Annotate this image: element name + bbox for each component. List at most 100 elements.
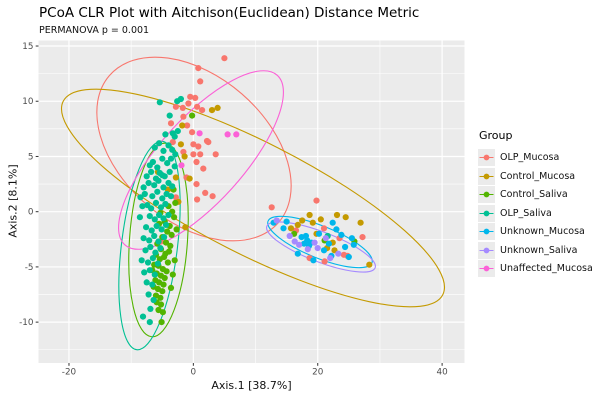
data-point-Unknown_Mucosa <box>338 231 345 238</box>
data-point-OLP_Saliva <box>169 183 176 190</box>
confidence-ellipse-Control_Mucosa <box>60 88 446 308</box>
legend-item-label: Control_Mucosa <box>500 170 576 182</box>
data-point-OLP_Saliva <box>146 213 153 220</box>
data-point-Control_Saliva <box>157 294 164 301</box>
data-point-OLP_Saliva <box>165 142 172 149</box>
legend-item-label: Unknown_Saliva <box>500 244 578 256</box>
legend-key-icon <box>478 167 495 185</box>
data-point-OLP_Saliva <box>147 305 154 312</box>
data-point-Control_Saliva <box>157 301 165 308</box>
confidence-ellipse-Control_Saliva <box>128 142 189 338</box>
data-point-OLP_Mucosa <box>190 151 197 158</box>
data-point-Unknown_Saliva <box>314 245 321 252</box>
data-point-OLP_Saliva <box>151 232 158 240</box>
legend-item-label: OLP_Saliva <box>500 207 552 219</box>
data-point-OLP_Saliva <box>142 247 149 254</box>
data-point-Unaffected_Mucosa <box>196 130 203 137</box>
data-point-Control_Mucosa <box>186 175 193 182</box>
data-point-OLP_Mucosa <box>185 100 192 107</box>
data-point-OLP_Saliva <box>154 164 161 171</box>
legend-key-icon <box>478 223 495 240</box>
data-point-OLP_Mucosa <box>184 122 191 129</box>
data-point-OLP_Saliva <box>160 184 167 191</box>
data-point-Unknown_Saliva <box>327 255 334 262</box>
data-point-OLP_Saliva <box>172 151 179 158</box>
data-point-OLP_Saliva <box>149 255 156 262</box>
data-point-OLP_Mucosa <box>202 189 209 196</box>
data-point-OLP_Saliva <box>166 112 173 119</box>
data-point-Control_Saliva <box>160 281 167 288</box>
data-point-OLP_Saliva <box>141 190 148 198</box>
data-point-OLP_Mucosa <box>190 141 197 148</box>
legend-key-icon <box>478 260 495 277</box>
data-point-OLP_Mucosa <box>167 120 175 127</box>
data-point-OLP_Saliva <box>147 243 154 251</box>
legend-key-icon <box>478 204 495 222</box>
plot-title: PCoA CLR Plot with Aitchison(Euclidean) … <box>39 5 420 21</box>
data-point-OLP_Saliva <box>174 128 181 135</box>
data-point-OLP_Saliva <box>140 184 147 191</box>
legend-item-Unknown_Mucosa: Unknown_Mucosa <box>478 223 593 240</box>
data-point-OLP_Saliva <box>148 168 155 175</box>
x-tick-label: 20 <box>312 368 324 378</box>
data-point-Control_Mucosa <box>366 261 373 268</box>
data-point-OLP_Saliva <box>148 227 155 234</box>
data-point-Unknown_Mucosa <box>310 257 317 264</box>
data-point-Control_Saliva <box>162 239 170 246</box>
data-point-OLP_Saliva <box>143 224 150 231</box>
legend-key-icon <box>478 241 495 259</box>
data-point-OLP_Mucosa <box>193 158 200 166</box>
legend: Group OLP_Mucosa Control_Mucosa Control_Sa… <box>478 129 593 279</box>
data-point-OLP_Saliva <box>151 182 158 189</box>
data-point-OLP_Saliva <box>161 234 168 241</box>
data-point-OLP_Saliva <box>137 194 144 201</box>
data-point-OLP_Mucosa <box>194 196 201 203</box>
data-point-OLP_Saliva <box>151 216 158 223</box>
data-point-OLP_Saliva <box>148 205 155 212</box>
data-point-OLP_Saliva <box>174 98 181 105</box>
data-point-OLP_Saliva <box>146 267 153 274</box>
data-point-Control_Mucosa <box>317 216 324 223</box>
y-tick-label: 5 <box>28 152 34 162</box>
data-point-OLP_Mucosa <box>212 151 219 158</box>
data-point-Control_Mucosa <box>306 211 313 219</box>
data-point-OLP_Saliva <box>139 313 147 320</box>
data-point-OLP_Saliva <box>149 281 156 288</box>
y-tick-label: -10 <box>19 318 34 328</box>
data-point-OLP_Saliva <box>146 319 153 326</box>
data-point-Control_Mucosa <box>342 214 349 221</box>
data-point-Control_Saliva <box>171 214 178 221</box>
x-tick-label: -20 <box>62 368 77 378</box>
data-point-OLP_Saliva <box>140 235 147 242</box>
data-point-OLP_Mucosa <box>192 94 199 101</box>
data-point-OLP_Mucosa <box>199 107 206 114</box>
data-point-OLP_Saliva <box>171 163 178 170</box>
legend-key-icon <box>478 149 495 166</box>
data-point-OLP_Saliva <box>151 144 158 151</box>
data-point-OLP_Saliva <box>160 147 167 154</box>
data-point-OLP_Saliva <box>145 179 152 187</box>
data-point-OLP_Mucosa <box>268 204 275 211</box>
legend-item-Unaffected_Mucosa: Unaffected_Mucosa <box>478 260 593 277</box>
legend-item-label: Control_Saliva <box>500 189 568 200</box>
data-point-OLP_Mucosa <box>321 258 328 265</box>
data-point-Unaffected_Mucosa <box>224 131 231 138</box>
data-point-Control_Saliva <box>166 248 173 255</box>
data-point-Control_Saliva <box>167 284 175 291</box>
data-point-Control_Saliva <box>163 268 170 275</box>
data-point-OLP_Saliva <box>162 131 169 138</box>
data-point-Unaffected_Mucosa <box>178 162 185 169</box>
data-point-Control_Mucosa <box>214 104 221 111</box>
data-point-OLP_Saliva <box>165 211 172 219</box>
y-tick-label: 0 <box>28 208 34 218</box>
y-tick-label: -5 <box>25 263 34 273</box>
legend-rows: OLP_Mucosa Control_Mucosa Control_Saliva OL… <box>478 149 593 277</box>
data-point-OLP_Saliva <box>154 188 161 195</box>
data-point-OLP_Mucosa <box>195 143 202 150</box>
data-point-OLP_Mucosa <box>169 139 176 146</box>
data-point-Control_Mucosa <box>299 217 306 224</box>
data-point-OLP_Saliva <box>136 214 143 221</box>
data-point-Unknown_Mucosa <box>342 243 349 251</box>
